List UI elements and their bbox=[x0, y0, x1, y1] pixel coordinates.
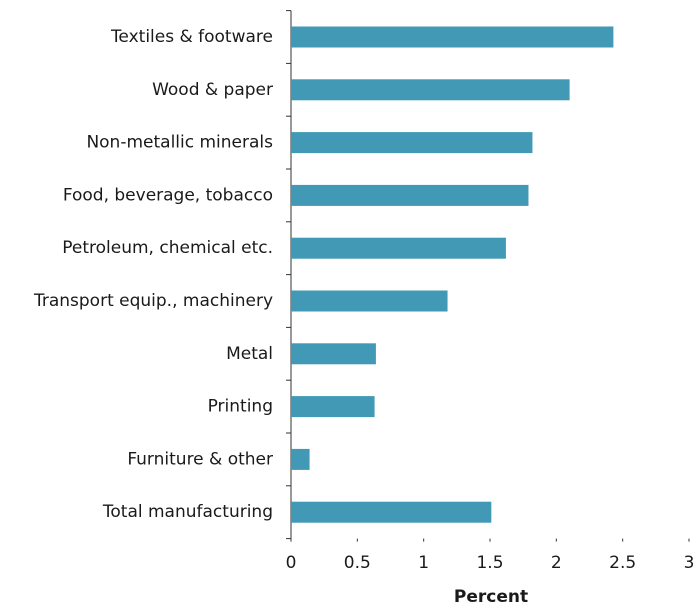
y-tick-label: Total manufacturing bbox=[102, 502, 273, 522]
y-tick-label: Non-metallic minerals bbox=[86, 133, 273, 153]
bar bbox=[291, 501, 492, 523]
y-tick-label: Printing bbox=[208, 397, 273, 417]
y-tick-label: Transport equip., machinery bbox=[33, 291, 273, 311]
y-tick-label: Metal bbox=[226, 344, 273, 364]
x-tick-label: 0 bbox=[286, 553, 297, 573]
y-tick-label: Furniture & other bbox=[127, 449, 273, 469]
x-tick-label: 0.5 bbox=[344, 553, 371, 573]
x-axis-label: Percent bbox=[454, 587, 528, 607]
bar bbox=[291, 184, 529, 206]
x-tick-label: 1.5 bbox=[476, 553, 503, 573]
bar bbox=[291, 132, 533, 154]
x-tick-label: 2.5 bbox=[609, 553, 636, 573]
y-tick-label: Wood & paper bbox=[152, 80, 273, 100]
bar bbox=[291, 448, 310, 470]
bar bbox=[291, 237, 506, 259]
y-tick-label: Textiles & footware bbox=[110, 27, 273, 47]
x-tick-label: 1 bbox=[418, 553, 429, 573]
y-tick-label: Petroleum, chemical etc. bbox=[62, 238, 273, 258]
bar bbox=[291, 343, 376, 365]
bar bbox=[291, 26, 614, 48]
y-tick-label: Food, beverage, tobacco bbox=[63, 185, 273, 205]
bar bbox=[291, 79, 570, 101]
bar bbox=[291, 290, 448, 312]
x-tick-label: 2 bbox=[551, 553, 562, 573]
bar bbox=[291, 396, 375, 418]
x-tick-label: 3 bbox=[684, 553, 695, 573]
